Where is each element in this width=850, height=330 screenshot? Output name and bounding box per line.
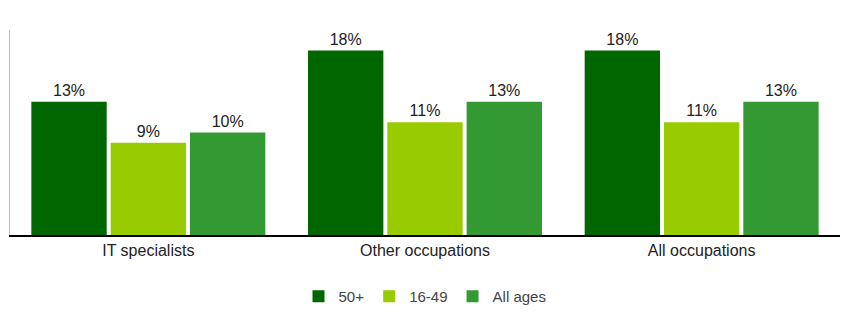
svg-text:IT specialists: IT specialists	[102, 242, 194, 259]
svg-text:13%: 13%	[765, 82, 797, 99]
svg-text:11%: 11%	[686, 102, 717, 119]
svg-text:10%: 10%	[212, 113, 244, 130]
svg-text:18%: 18%	[330, 31, 362, 48]
svg-text:All ages: All ages	[493, 288, 546, 305]
svg-text:9%: 9%	[137, 123, 160, 140]
svg-text:Other occupations: Other occupations	[360, 242, 490, 259]
svg-text:50+: 50+	[339, 288, 365, 305]
svg-text:16-49: 16-49	[409, 288, 447, 305]
svg-text:18%: 18%	[606, 31, 638, 48]
svg-text:13%: 13%	[53, 82, 85, 99]
svg-text:All occupations: All occupations	[648, 242, 756, 259]
svg-text:11%: 11%	[410, 102, 441, 119]
svg-text:13%: 13%	[488, 82, 520, 99]
